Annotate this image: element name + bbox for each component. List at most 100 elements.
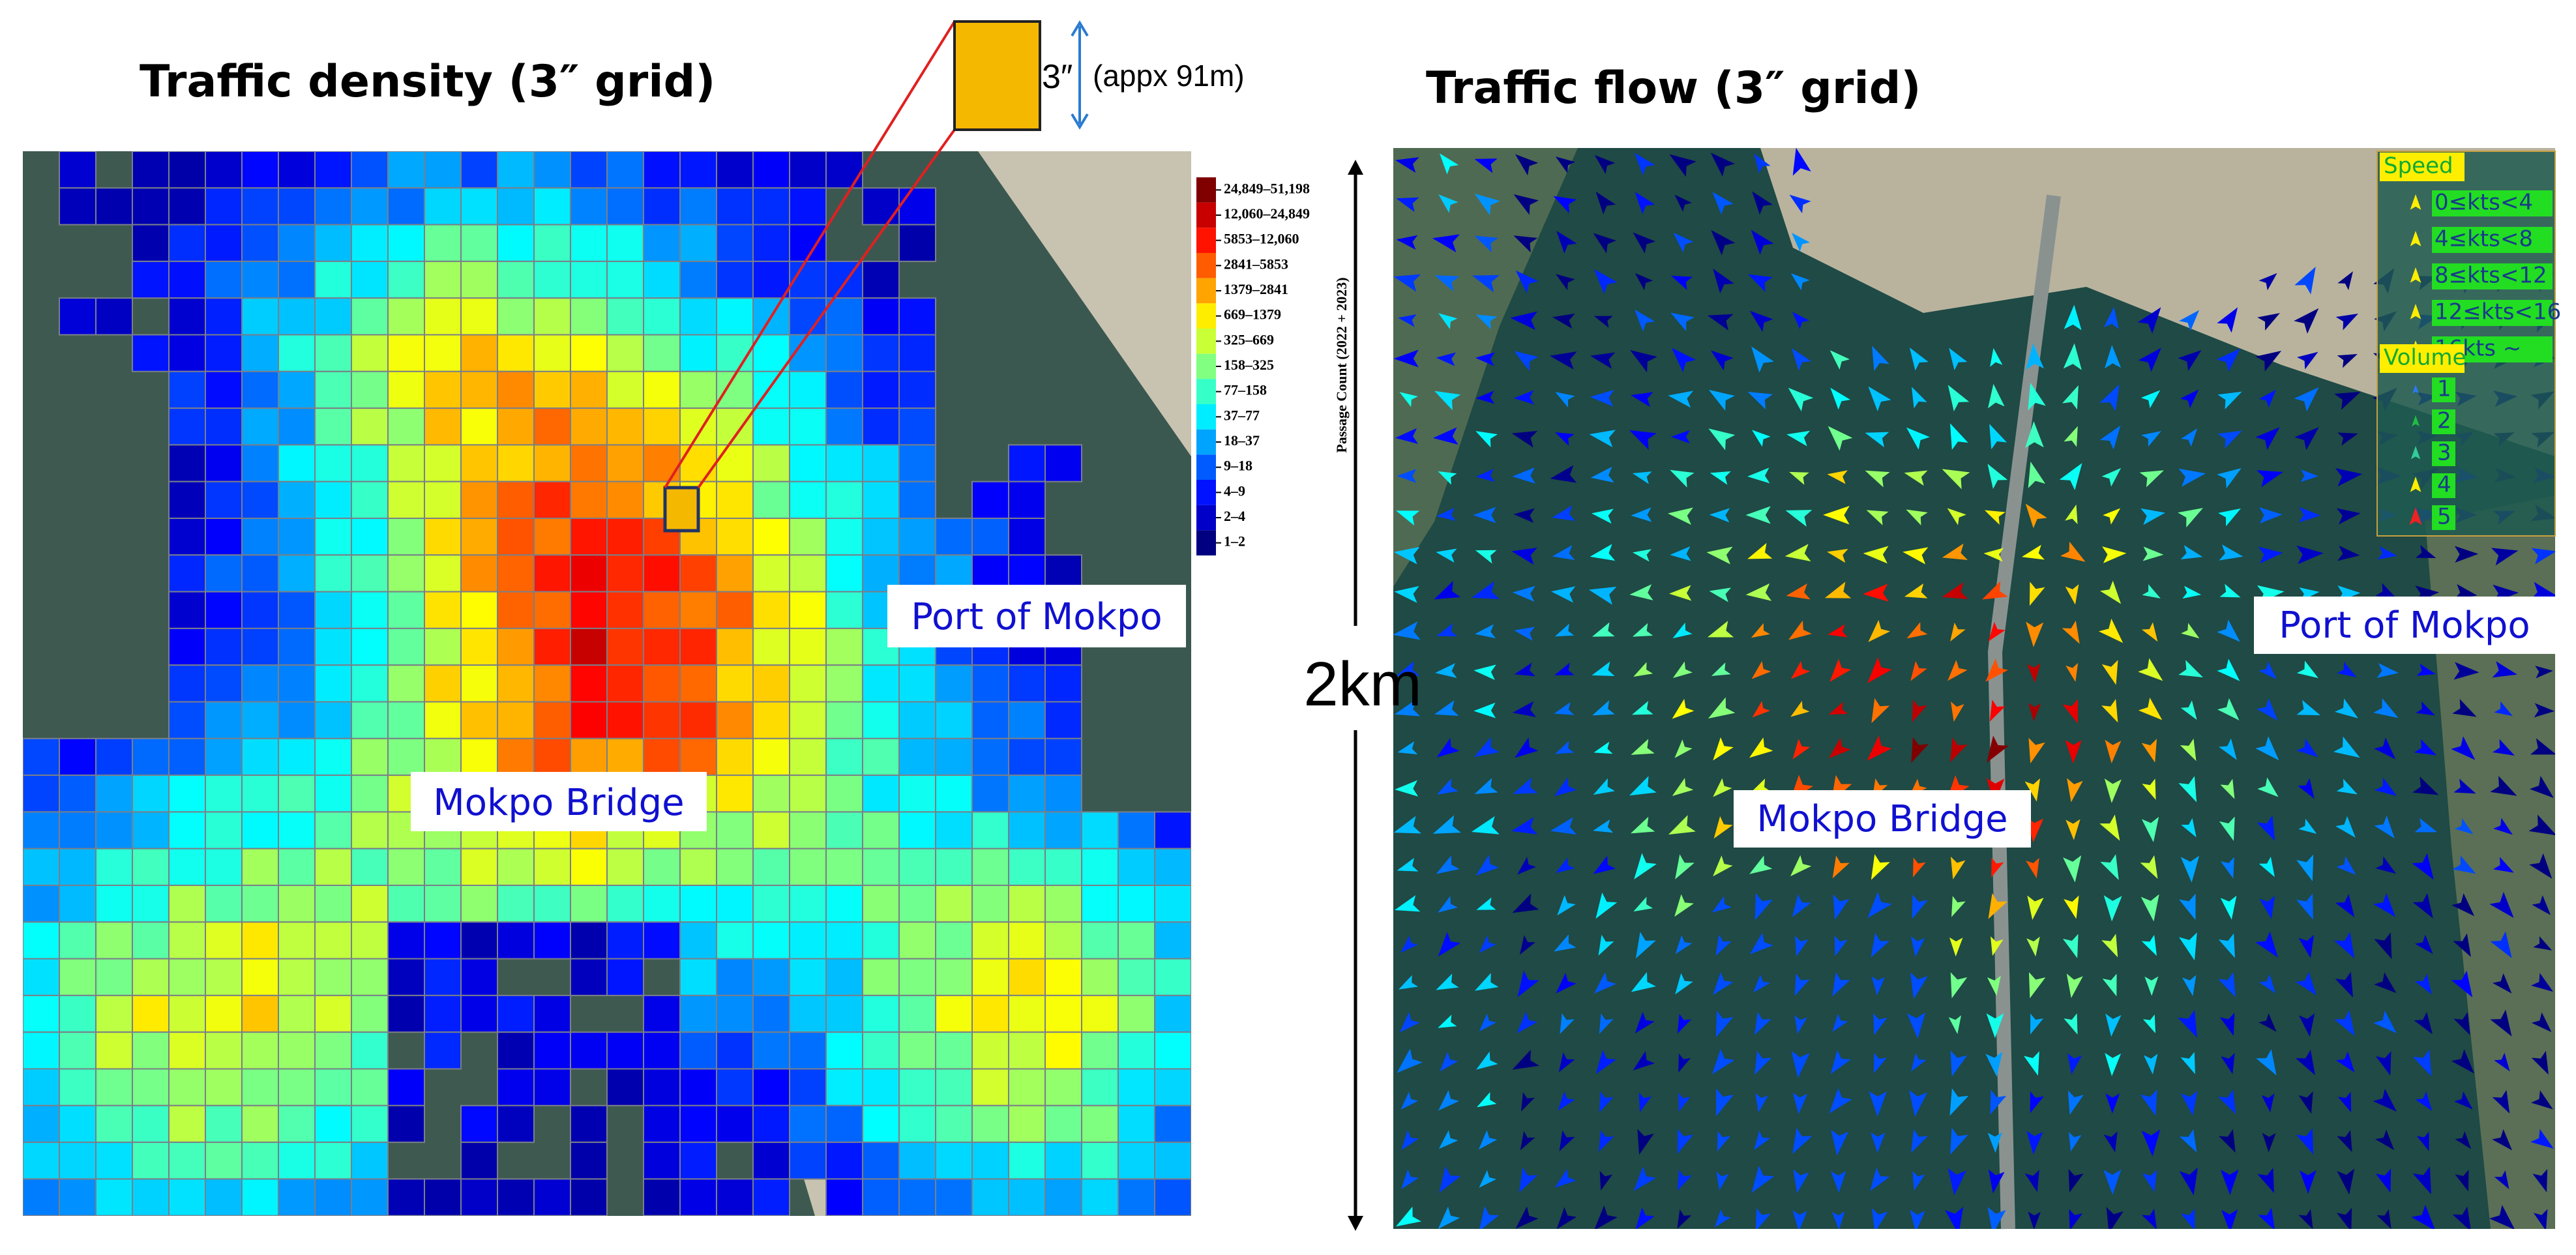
arrow (2451, 1049, 2474, 1074)
heat-cell (643, 407, 681, 446)
heat-cell (643, 591, 681, 629)
arrow (2218, 1129, 2236, 1153)
heat-cell (643, 444, 681, 482)
heat-cell (533, 848, 571, 886)
heat-cell (132, 775, 170, 813)
arrow (1906, 1012, 1926, 1039)
heat-cell (278, 591, 316, 629)
heat-cell (314, 627, 352, 666)
heat-cell (497, 1178, 535, 1216)
heat-cell (716, 518, 754, 556)
heat-cell (898, 1178, 936, 1216)
arrow (1554, 1168, 1577, 1188)
arrow (1678, 1053, 1691, 1073)
heat-cell (424, 921, 462, 960)
arrow (1708, 697, 1736, 719)
arrow (2255, 931, 2278, 958)
heat-cell (570, 627, 608, 666)
arrow (1828, 426, 1853, 451)
arrow (2337, 271, 2353, 291)
heat-cell (789, 187, 827, 226)
arrow (1475, 352, 1495, 366)
arrow (1633, 662, 1653, 677)
arrow (1479, 935, 1497, 953)
arrow (2297, 351, 2318, 370)
arrow (1555, 392, 1575, 407)
heat-cell (533, 334, 571, 372)
arrow (1520, 1131, 1535, 1151)
colorbar-label: 4–9 (1224, 482, 1245, 499)
heat-cell (23, 1031, 60, 1070)
arrow (2060, 541, 2086, 562)
arrow (2492, 1089, 2510, 1114)
arrow (1827, 470, 1848, 484)
heat-cell (716, 958, 754, 996)
arrow (2220, 778, 2235, 799)
heat-cell (679, 664, 717, 703)
arrow (1670, 546, 1691, 561)
arrow (1635, 932, 1656, 959)
heat-cell (935, 1031, 973, 1070)
heat-cell (789, 224, 827, 262)
heat-cell (95, 1031, 133, 1070)
heat-cell (935, 958, 973, 996)
arrow (1588, 586, 1617, 605)
arrow (2454, 583, 2478, 600)
heat-cell (1044, 1104, 1082, 1144)
heat-cell (533, 1178, 571, 1216)
heat-cell (862, 921, 900, 960)
panel-title: Traffic flow (3″ grid) (1426, 63, 1921, 114)
arrow (1592, 700, 1615, 716)
heat-cell (460, 921, 498, 960)
arrow (1397, 469, 1417, 483)
arrow (1438, 471, 1457, 485)
heat-cell (314, 187, 352, 226)
heat-cell (825, 370, 863, 409)
heat-cell (971, 1142, 1009, 1180)
arrow (1790, 855, 1812, 877)
heat-cell (424, 1031, 462, 1070)
arrow (1557, 894, 1576, 916)
heat-cell (205, 260, 243, 299)
heat-cell (278, 260, 316, 299)
arrow (1631, 739, 1655, 755)
arrow (1558, 1052, 1575, 1072)
arrow (2258, 1013, 2277, 1032)
heat-cell (898, 518, 936, 556)
arrow (1593, 819, 1614, 833)
heat-cell (570, 1142, 608, 1180)
heat-cell (168, 518, 206, 556)
arrow (1751, 660, 1771, 679)
arrow (2534, 703, 2555, 718)
heat-cell (752, 627, 790, 666)
arrow (2143, 1054, 2158, 1075)
arrow (2142, 546, 2164, 561)
heat-cell (971, 958, 1009, 996)
heat-cell (789, 1031, 827, 1070)
heat-cell (533, 921, 571, 960)
arrow (2334, 1010, 2355, 1037)
heat-cell (533, 664, 571, 703)
heat-cell (497, 260, 535, 299)
heat-cell (95, 1178, 133, 1216)
arrow (1830, 1050, 1852, 1074)
heat-cell (314, 1031, 352, 1070)
arrow (2182, 585, 2202, 599)
arrow (1947, 660, 1968, 681)
arrow (2337, 1091, 2352, 1113)
heat-cell (241, 994, 279, 1033)
arrow (1677, 1170, 1692, 1191)
arrow (1947, 385, 1970, 412)
colorbar-label: 5853–12,060 (1224, 231, 1299, 247)
arrow (2410, 231, 2421, 246)
arrow (1751, 229, 1774, 255)
heat-cell (1044, 775, 1082, 813)
arrow (1712, 1049, 1735, 1074)
heat-cell (59, 151, 96, 189)
arrow (2375, 1051, 2391, 1076)
arrow (2102, 973, 2117, 997)
heat-cell (278, 1178, 316, 1216)
arrow (1475, 314, 1498, 330)
heat-cell (241, 1178, 279, 1216)
heat-cell (23, 958, 60, 996)
